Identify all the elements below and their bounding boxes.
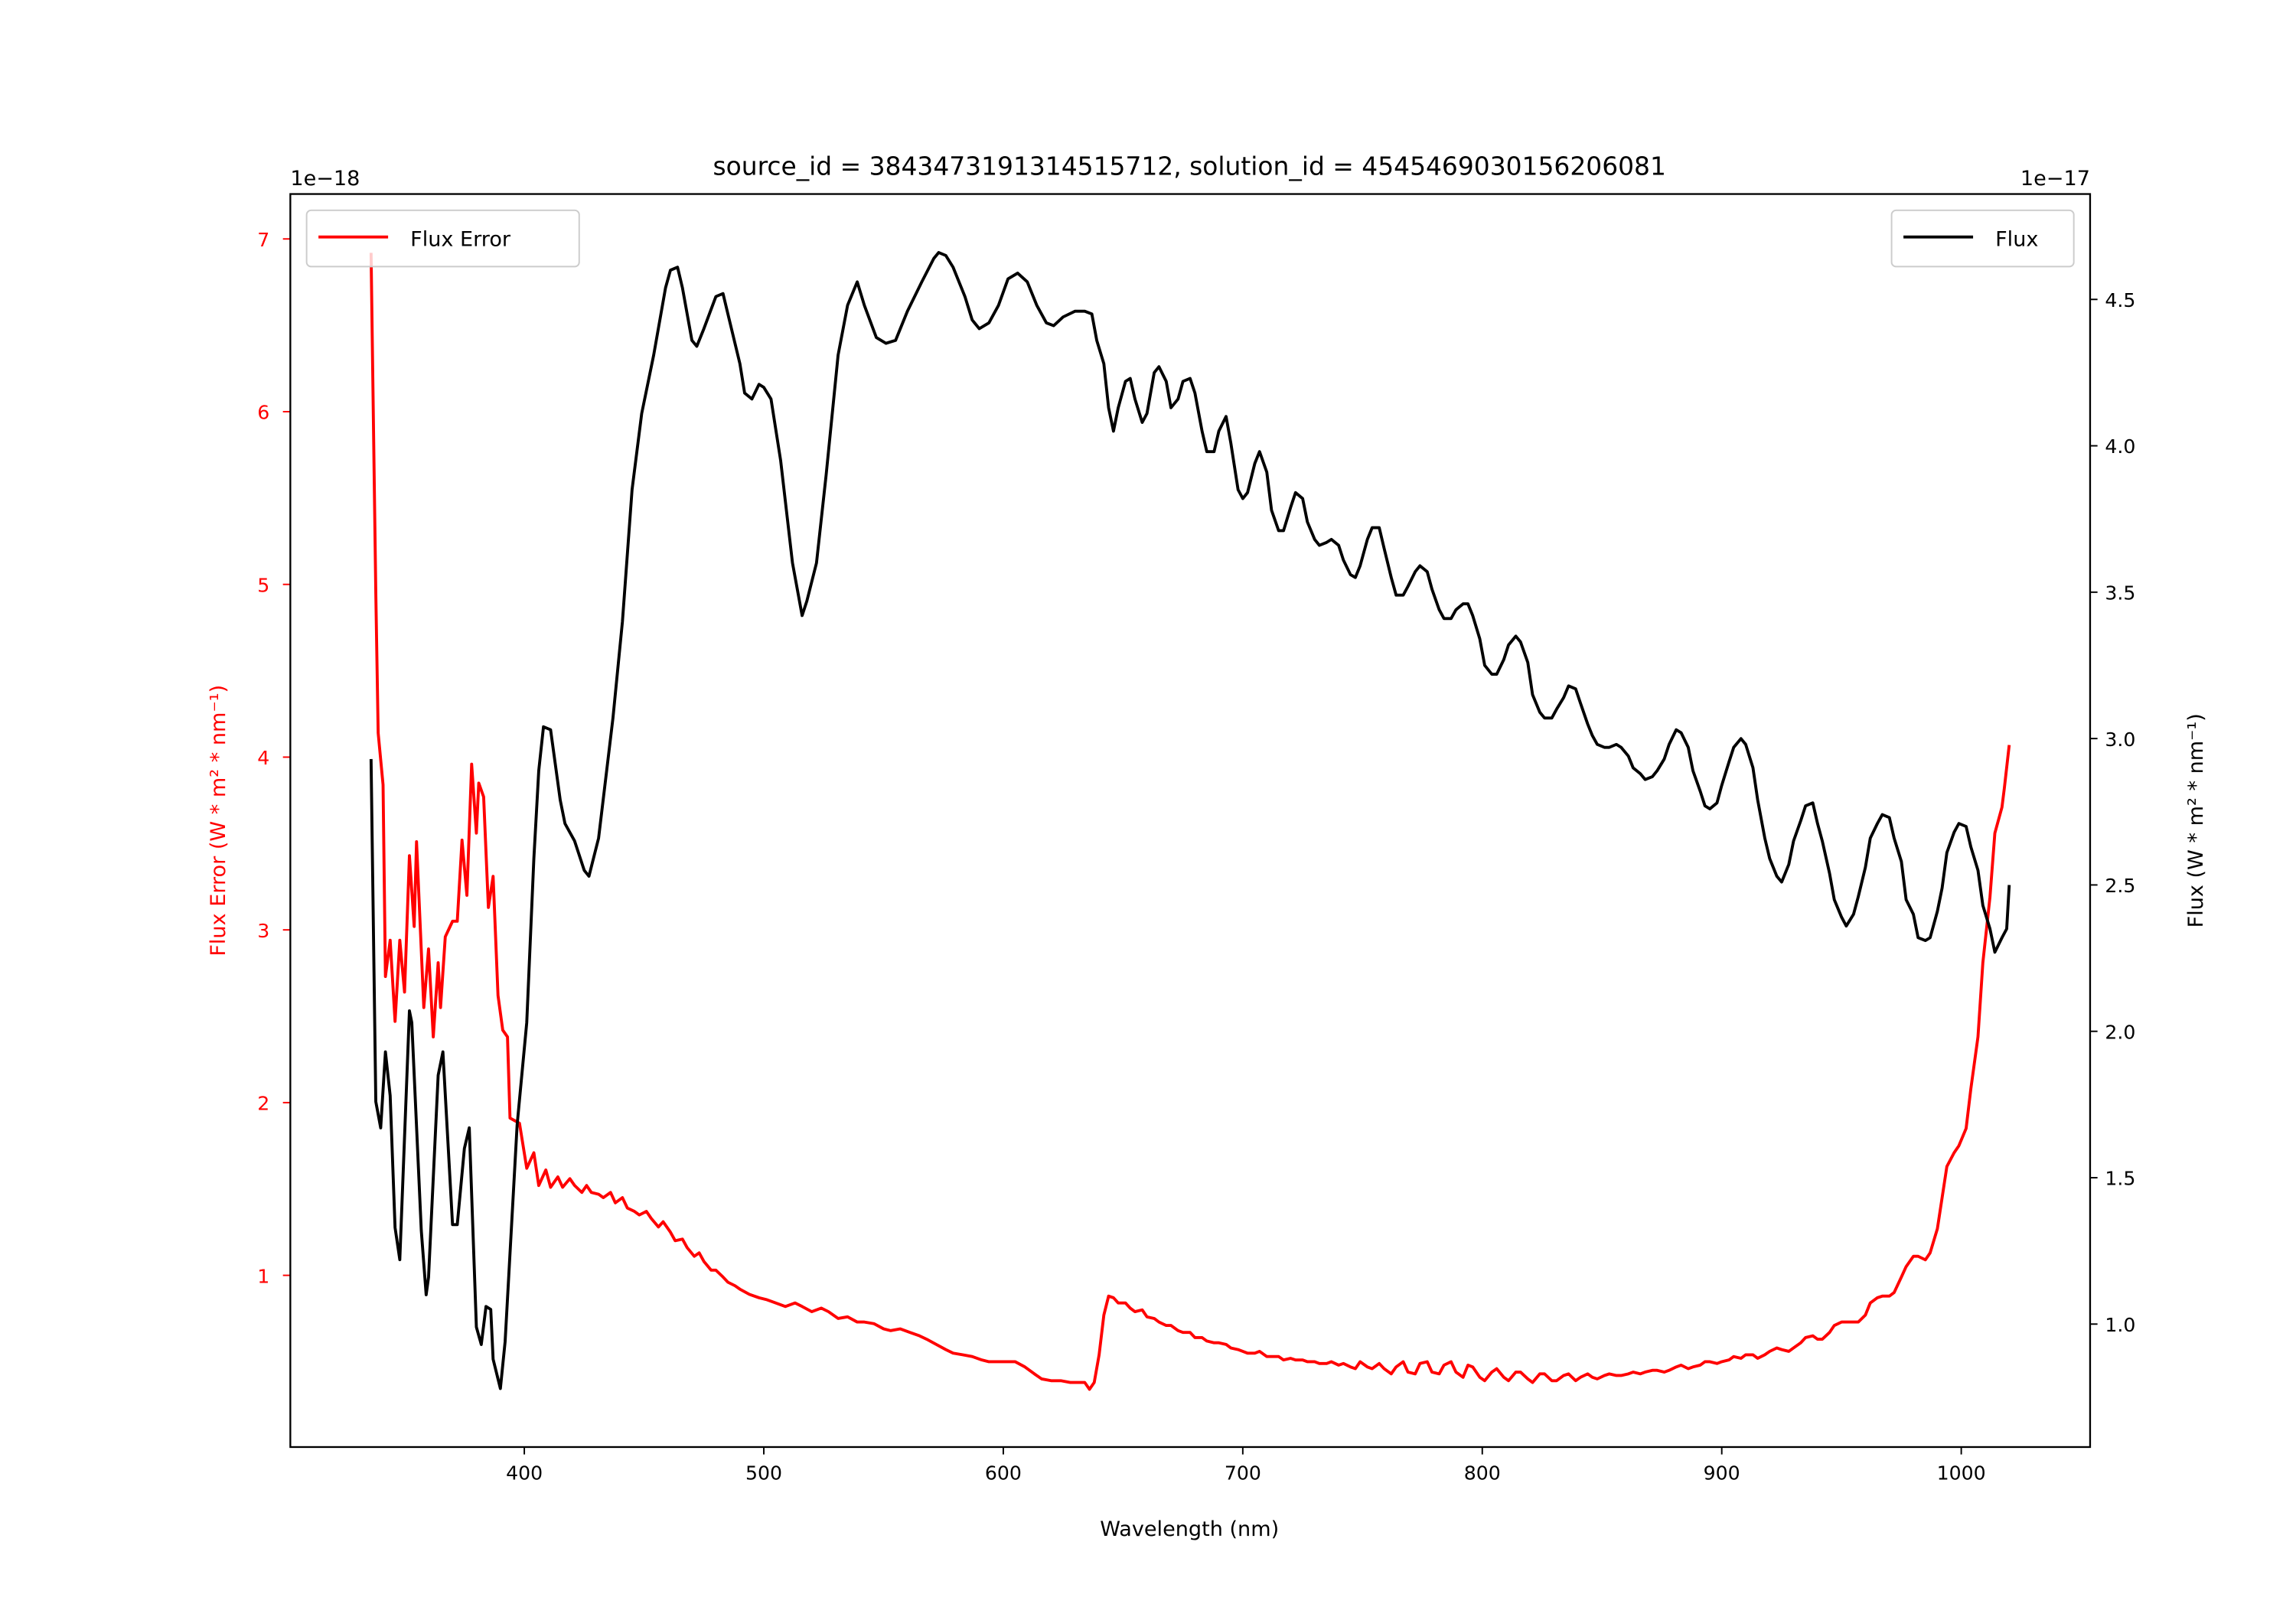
series-line-flux [369, 251, 2011, 1390]
x-tick-label: 400 [506, 1462, 543, 1485]
x-tick-label: 600 [985, 1462, 1022, 1485]
x-tick-label: 700 [1225, 1462, 1261, 1485]
y-right-tick-label: 4.5 [2105, 289, 2135, 311]
y-right-tick-label: 2.5 [2105, 875, 2135, 897]
legend-label-flux: Flux [1995, 227, 2038, 251]
y-right-tick-label: 3.5 [2105, 582, 2135, 605]
x-tick-label: 500 [745, 1462, 782, 1485]
y-right-tick-label: 3.0 [2105, 729, 2135, 751]
y-right-tick-label: 2.0 [2105, 1021, 2135, 1043]
x-tick-label: 800 [1464, 1462, 1501, 1485]
series-layer [369, 251, 2011, 1391]
legend-label-flux-error: Flux Error [410, 227, 511, 251]
legend-frame-right [1890, 209, 2075, 268]
x-axis-label: Wavelength (nm) [1100, 1517, 1279, 1541]
x-tick-label: 900 [1704, 1462, 1740, 1485]
legend-frame-left [305, 209, 580, 268]
legend-flux-error: Flux Error [305, 209, 580, 268]
y-left-tick-label: 6 [257, 402, 269, 424]
y-left-tick-label: 1 [257, 1265, 269, 1287]
x-tick-label: 1000 [1937, 1462, 1986, 1485]
y-right-tick-label: 1.0 [2105, 1314, 2135, 1336]
y-axis-label-left: Flux Error (W * m² * nm⁻¹) [207, 685, 230, 957]
plot-frame [289, 193, 2092, 1449]
y-right-tick-label: 4.0 [2105, 435, 2135, 458]
offset-right: 1e−17 [2020, 167, 2090, 191]
legend-flux: Flux [1890, 209, 2075, 268]
offset-left: 1e−18 [290, 167, 360, 191]
series-line-flux-error [369, 253, 2011, 1391]
chart-title: source_id = 3843473191314515712, solutio… [713, 151, 1665, 181]
y-axis-label-right: Flux (W * m² * nm⁻¹) [2184, 713, 2208, 927]
y-left-tick-label: 7 [257, 229, 269, 251]
y-left-tick-label: 3 [257, 920, 269, 942]
y-left-tick-label: 5 [257, 574, 269, 596]
ticks-layer: 400 500 600 700 800 900 1000 1 2 3 4 5 6 7 1.0 1.5 2.0 2.… [257, 229, 2135, 1485]
y-left-tick-label: 4 [257, 747, 269, 769]
y-left-tick-label: 2 [257, 1093, 269, 1115]
y-right-tick-label: 1.5 [2105, 1168, 2135, 1190]
